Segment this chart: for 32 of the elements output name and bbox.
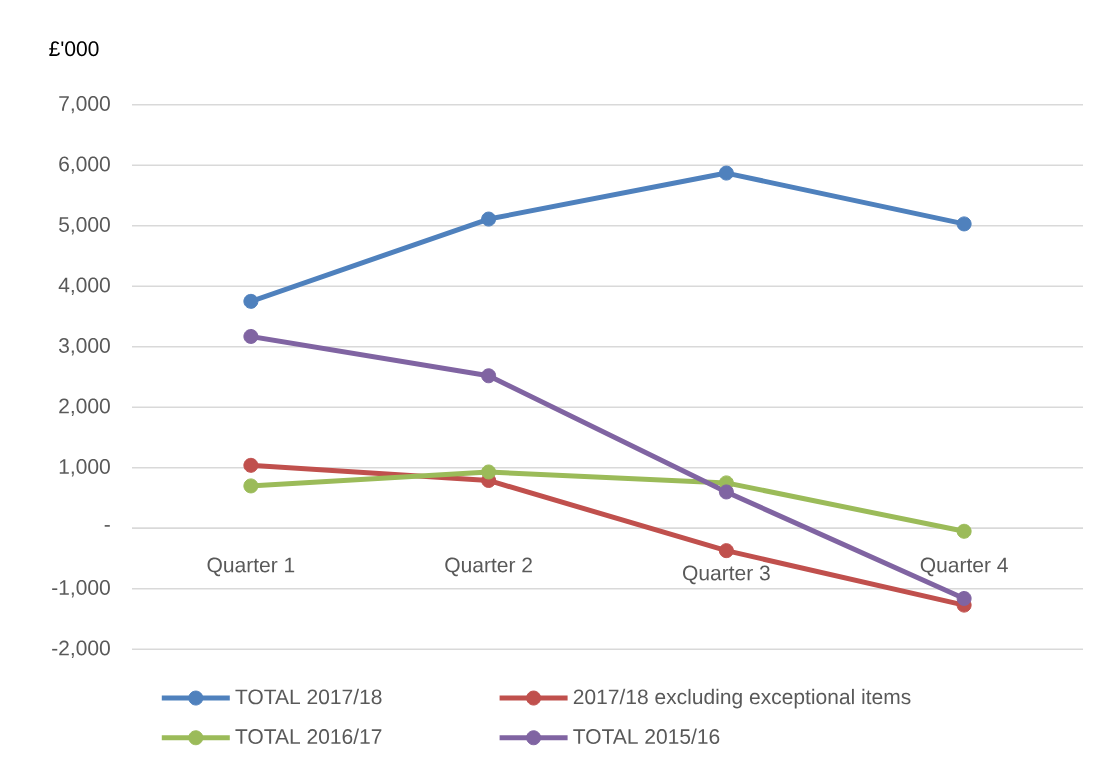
legend-label: TOTAL 2016/17: [235, 728, 382, 744]
x-tick-label: Quarter 1: [207, 557, 295, 577]
point: [956, 590, 972, 606]
point: [243, 328, 259, 344]
point: [956, 523, 972, 539]
point: [243, 457, 259, 473]
point: [481, 211, 497, 227]
legend-label: 2017/18 excluding exceptional items: [573, 688, 911, 709]
y-tick-label: -2,000: [52, 640, 110, 658]
y-tick-label: 3,000: [58, 338, 110, 356]
point: [481, 368, 497, 384]
y-tick-label: 6,000: [59, 156, 110, 174]
y-tick-label: 4,000: [58, 277, 110, 295]
x-tick-label: Quarter 3: [683, 565, 770, 585]
y-tick-label: 7,000: [59, 96, 110, 114]
y-tick-label: -1,000: [52, 580, 110, 598]
y-tick-label: 2,000: [59, 398, 110, 416]
y-tick-label: 1,000: [59, 459, 110, 477]
point: [956, 216, 972, 232]
point: [243, 478, 259, 494]
y-axis-title: £'000: [49, 41, 99, 57]
x-tick-label: Quarter 2: [445, 557, 532, 577]
point: [718, 165, 734, 181]
x-tick-label: Quarter 4: [920, 557, 1008, 577]
y-tick-label: 5,000: [59, 217, 110, 235]
y-tick-label: -: [104, 525, 110, 527]
point: [718, 543, 734, 559]
legend-label: TOTAL 2017/18: [235, 688, 382, 705]
point: [243, 293, 259, 309]
legend-label: TOTAL 2015/16: [573, 728, 720, 744]
point: [718, 484, 734, 500]
point: [481, 464, 497, 480]
